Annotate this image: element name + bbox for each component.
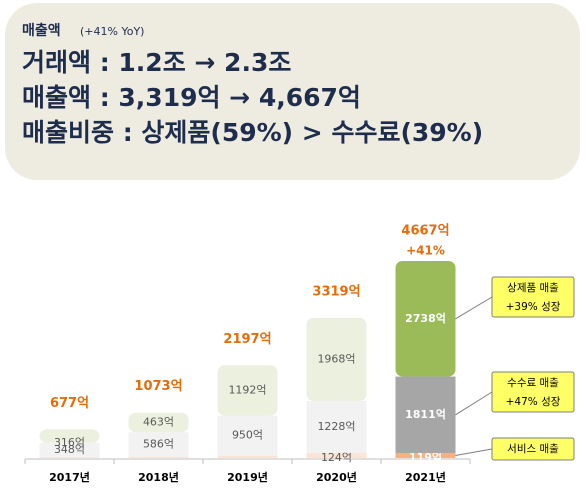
callout-box [491,371,575,413]
bar-segment [306,317,367,401]
value-label: 1192억 [228,383,266,396]
bar-segment [128,412,189,433]
bar-segment [217,365,278,416]
callout-growth: +39% 성장 [506,301,561,313]
total-label: 1073억 [134,379,182,394]
bar-segment [306,400,367,453]
bar-segment [39,429,100,443]
value-label: 2738억 [405,312,446,325]
bar-segment [306,452,367,458]
x-tick-label: 2019년 [227,470,268,484]
total-label: 4667억 [401,224,449,239]
value-label: 1811억 [405,408,446,421]
x-tick-label: 2021년 [405,470,446,484]
callout-line [455,296,493,320]
legend-label: 상제품 매출 [507,282,559,294]
header-panel [5,3,580,180]
callout-line [455,448,493,456]
value-label: 316억 [54,436,85,449]
total-label: 677억 [50,396,89,411]
value-label: 950억 [232,429,263,442]
bar-segment [395,261,456,377]
legend-label: 서비스 매출 [507,443,559,455]
total-label: 2197억 [223,332,271,347]
value-label: 1228억 [317,420,355,433]
header-line: 매출비중 : 상제품(59%) > 수수료(39%) [22,118,483,147]
bar-segment [395,376,456,453]
bar-segment [217,415,278,456]
header-subtitle: (+41% YoY) [80,25,144,38]
legend-label: 수수료 매출 [507,377,559,389]
bar-segment [395,452,456,458]
callout-growth: +47% 성장 [506,396,561,408]
callout-box [491,276,575,318]
header-title: 매출액 [22,22,61,39]
total-label: 3319억 [312,284,360,299]
value-label: 124억 [321,451,352,464]
value-label: 119억 [409,451,442,464]
bar-segment [39,457,100,458]
callout-box [491,437,575,461]
bar-segment [128,456,189,458]
callout-line [455,391,493,416]
x-tick-label: 2018년 [138,470,179,484]
x-tick-label: 2017년 [49,470,90,484]
value-label: 1968억 [317,352,355,365]
header-line: 거래액 : 1.2조 → 2.3조 [22,48,291,77]
value-label: 586억 [143,438,174,451]
x-tick-label: 2020년 [316,470,357,484]
growth-label: +41% [406,244,445,258]
value-label: 463억 [143,415,174,428]
value-label: 348억 [54,443,85,456]
bar-segment [39,442,100,458]
header-line: 매출액 : 3,319억 → 4,667억 [22,83,361,112]
bar-segment [217,455,278,458]
bar-segment [128,432,189,457]
